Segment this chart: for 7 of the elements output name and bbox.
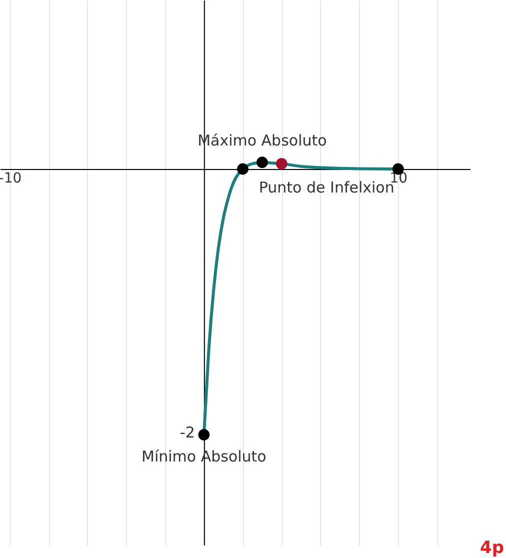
annotation: Punto de Infelxion: [258, 178, 394, 197]
point: [276, 158, 288, 170]
point: [237, 163, 248, 175]
point: [256, 156, 268, 168]
annotation: -2: [180, 424, 195, 442]
text: 4p: [480, 538, 504, 558]
point: [198, 429, 210, 440]
